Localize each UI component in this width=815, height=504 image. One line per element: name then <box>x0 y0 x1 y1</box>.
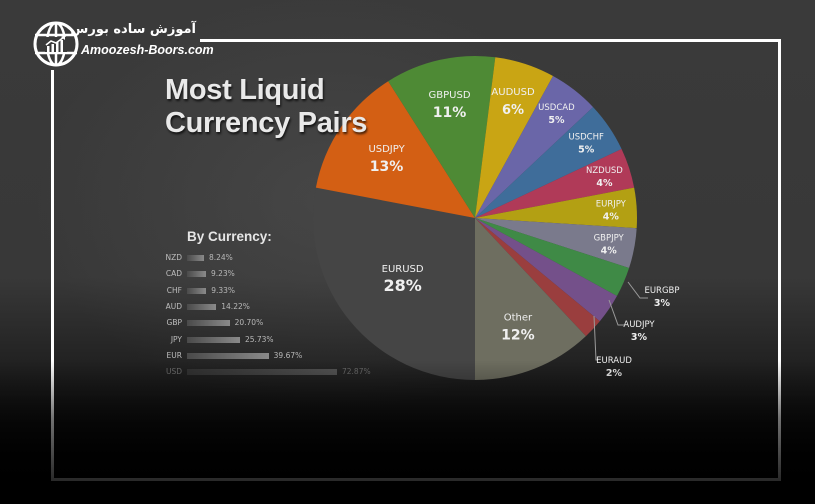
pie-slice-usdchf <box>475 107 622 218</box>
bar-row-jpy: JPY 25.73% <box>160 333 420 347</box>
bar <box>187 303 217 310</box>
pie-slice-usdjpy <box>315 81 475 218</box>
bar <box>187 287 207 294</box>
bar-value: 20.70% <box>234 318 264 328</box>
slice-value-gbpjpy: 4% <box>601 245 618 256</box>
pie-slice-other <box>475 218 586 380</box>
slice-value-eurgbp: 3% <box>654 298 671 309</box>
bar-label: CAD <box>165 269 182 279</box>
bar <box>187 352 269 359</box>
slice-label-eurjpy: EURJPY <box>596 199 627 209</box>
bar-row-gbp: GBP 20.70% <box>160 316 420 330</box>
bar-value: 14.22% <box>221 301 250 311</box>
slice-value-usdchf: 5% <box>578 144 595 155</box>
slice-value-nzdusd: 4% <box>596 178 613 189</box>
slice-value-audusd: 6% <box>502 103 524 118</box>
slice-value-gbpusd: 11% <box>433 105 467 121</box>
slice-label-nzdusd: NZDUSD <box>586 166 623 176</box>
bar-value: 72.87% <box>342 367 371 377</box>
pie-slice-gbpusd <box>388 56 496 218</box>
bar-label: CHF <box>166 285 182 295</box>
bar-value: 9.23% <box>210 269 235 279</box>
slice-label-usdchf: USDCHF <box>569 132 604 142</box>
leader-line-eurgbp <box>627 281 648 299</box>
slice-label-other: Other <box>504 312 533 323</box>
bar-row-nzd: NZD 8.24% <box>160 251 420 265</box>
slice-label-eurgbp: EURGBP <box>644 286 679 296</box>
bar-row-chf: CHF 9.33% <box>160 284 420 298</box>
bar-label: EUR <box>166 350 182 360</box>
slice-value-audjpy: 3% <box>631 332 648 343</box>
frame-border-top <box>200 39 781 42</box>
pie-slice-audjpy <box>475 218 617 322</box>
pie-slice-euraud <box>475 218 600 337</box>
slice-label-gbpjpy: GBPJPY <box>594 233 625 243</box>
bar-label: JPY <box>170 334 182 344</box>
bar-row-eur: EUR 39.67% <box>160 349 420 363</box>
brand-website: Amoozesh-Boors.com <box>81 43 214 57</box>
bar <box>187 320 230 327</box>
pie-slice-usdcad <box>475 76 594 218</box>
bar-value: 9.33% <box>211 285 236 295</box>
bar-value: 39.67% <box>273 350 303 360</box>
bar-row-usd: USD 72.87% <box>160 365 420 379</box>
slice-value-usdjpy: 13% <box>370 159 404 175</box>
leader-line-audjpy <box>608 299 624 326</box>
bar <box>187 369 337 376</box>
frame-border-right <box>778 39 781 481</box>
pie-slice-eurjpy <box>475 187 637 229</box>
bar <box>187 255 204 261</box>
globe-chart-icon <box>33 21 79 67</box>
slice-value-eurusd: 28% <box>383 276 421 295</box>
pie-slice-gbpjpy <box>475 218 637 269</box>
slice-value-eurjpy: 4% <box>603 211 620 222</box>
slice-label-euraud: EURAUD <box>596 356 632 366</box>
slice-value-euraud: 2% <box>606 368 623 379</box>
slice-label-audjpy: AUDJPY <box>623 320 655 330</box>
bar-value: 8.24% <box>208 253 233 262</box>
pie-slice-nzdusd <box>475 149 635 218</box>
slice-label-eurusd: EURUSD <box>382 264 424 275</box>
brand-name-persian: آموزش ساده بورس <box>70 22 196 37</box>
bar <box>187 271 206 278</box>
bar-label: GBP <box>166 318 182 328</box>
bar-label: AUD <box>165 301 182 311</box>
slice-value-usdcad: 5% <box>548 115 565 126</box>
pie-slice-eurusd <box>312 187 475 380</box>
slice-label-audusd: AUDUSD <box>491 87 535 98</box>
pie-slice-eurgbp <box>475 218 630 297</box>
bar-label: NZD <box>165 253 182 262</box>
chart-title-line-2: Currency Pairs <box>165 107 368 139</box>
slice-label-gbpusd: GBPUSD <box>429 90 471 101</box>
bar-chart-title: By Currency: <box>187 229 272 244</box>
slice-label-usdjpy: USDJPY <box>368 144 405 155</box>
bar <box>187 336 240 343</box>
pie-slice-audusd <box>475 57 554 218</box>
bar-row-cad: CAD 9.23% <box>160 267 420 281</box>
bar-row-aud: AUD 14.22% <box>160 300 420 314</box>
chart-title-line-1: Most Liquid <box>165 74 325 106</box>
slice-label-usdcad: USDCAD <box>538 103 575 113</box>
bar-value: 25.73% <box>244 334 274 344</box>
frame-border-left <box>51 70 54 481</box>
slice-value-other: 12% <box>501 327 535 343</box>
chart-title: Most Liquid Currency Pairs <box>165 74 367 140</box>
bar-label: USD <box>165 367 182 377</box>
